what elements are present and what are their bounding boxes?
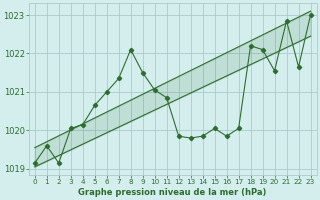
X-axis label: Graphe pression niveau de la mer (hPa): Graphe pression niveau de la mer (hPa) bbox=[78, 188, 267, 197]
